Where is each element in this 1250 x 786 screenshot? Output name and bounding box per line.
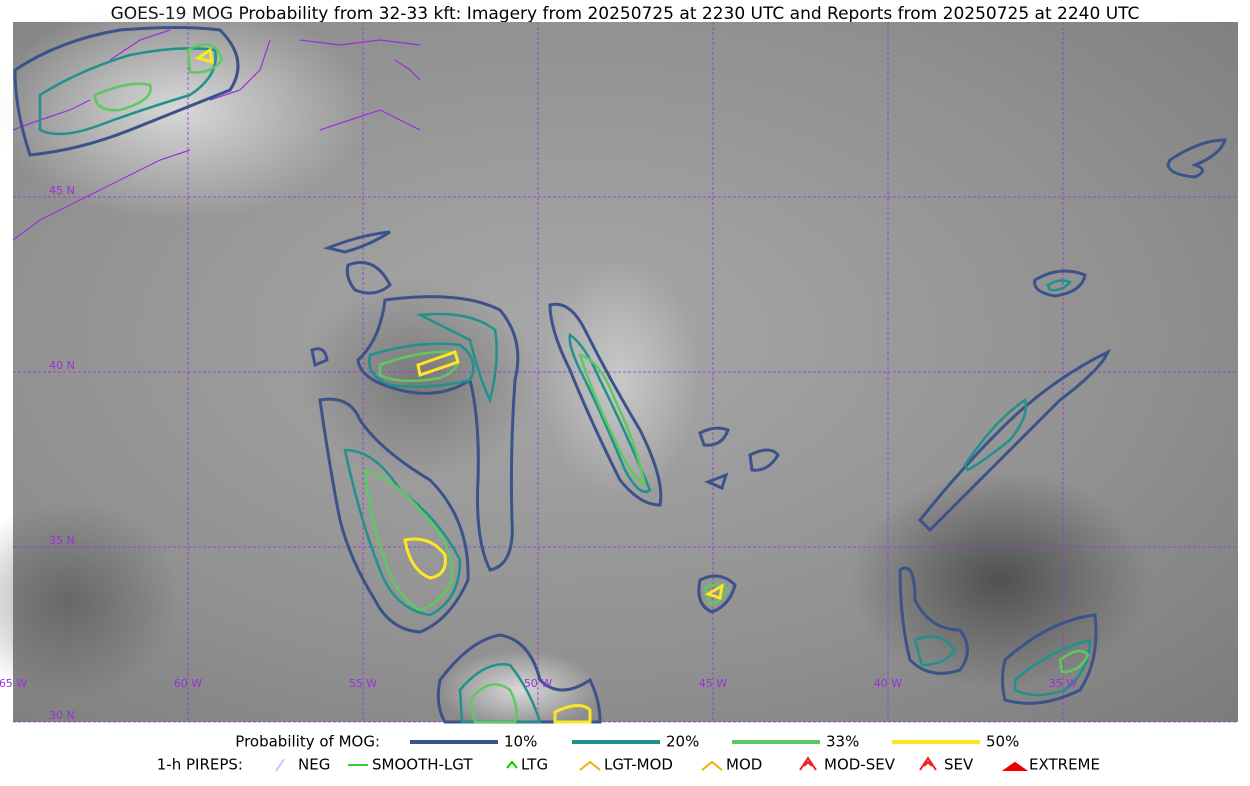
legend-label: 20% <box>666 733 699 751</box>
lon-label: 55 W <box>349 677 377 690</box>
pirep-label: LTG <box>521 756 548 774</box>
lat-label: 40 N <box>49 359 75 372</box>
lon-label: 45 W <box>699 677 727 690</box>
lon-label: 35 W <box>1049 677 1077 690</box>
lat-label: 35 N <box>49 534 75 547</box>
title: GOES-19 MOG Probability from 32-33 kft: … <box>111 4 1140 24</box>
legend-label: 50% <box>986 733 1019 751</box>
lat-label: 45 N <box>49 184 75 197</box>
pirep-symbol <box>579 760 601 771</box>
pirep-symbol <box>919 756 937 771</box>
pirep-label: EXTREME <box>1029 756 1100 774</box>
pirep-symbol <box>1001 761 1029 771</box>
lon-label: 60 W <box>174 677 202 690</box>
pirep-label: SEV <box>944 756 974 774</box>
lon-label: 40 W <box>874 677 902 690</box>
pirep-label: LGT-MOD <box>604 756 673 774</box>
legend: Probability of MOG: 1-h PIREPS: 10% 20% 33… <box>157 733 1100 774</box>
pirep-label: MOD-SEV <box>824 756 896 774</box>
legend-label: 33% <box>826 733 859 751</box>
lat-label: 30 N <box>49 709 75 722</box>
pirep-symbol <box>506 760 518 769</box>
legend-title: Probability of MOG: <box>235 733 380 751</box>
legend-label: 10% <box>504 733 537 751</box>
pirep-symbol <box>701 760 723 771</box>
map: 45 N 40 N 35 N 30 N 65 W 60 W 55 W 50 W 45 W 40 W… <box>0 0 1238 730</box>
pirep-symbol <box>275 758 285 772</box>
lon-label: 65 W <box>0 677 27 690</box>
pirep-label: SMOOTH-LGT <box>372 756 473 774</box>
pirep-label: MOD <box>726 756 762 774</box>
contours <box>13 26 1228 724</box>
pirep-label: NEG <box>298 756 330 774</box>
legend-title: 1-h PIREPS: <box>157 756 243 774</box>
pirep-symbol <box>799 756 817 771</box>
lon-label: 50 W <box>524 677 552 690</box>
